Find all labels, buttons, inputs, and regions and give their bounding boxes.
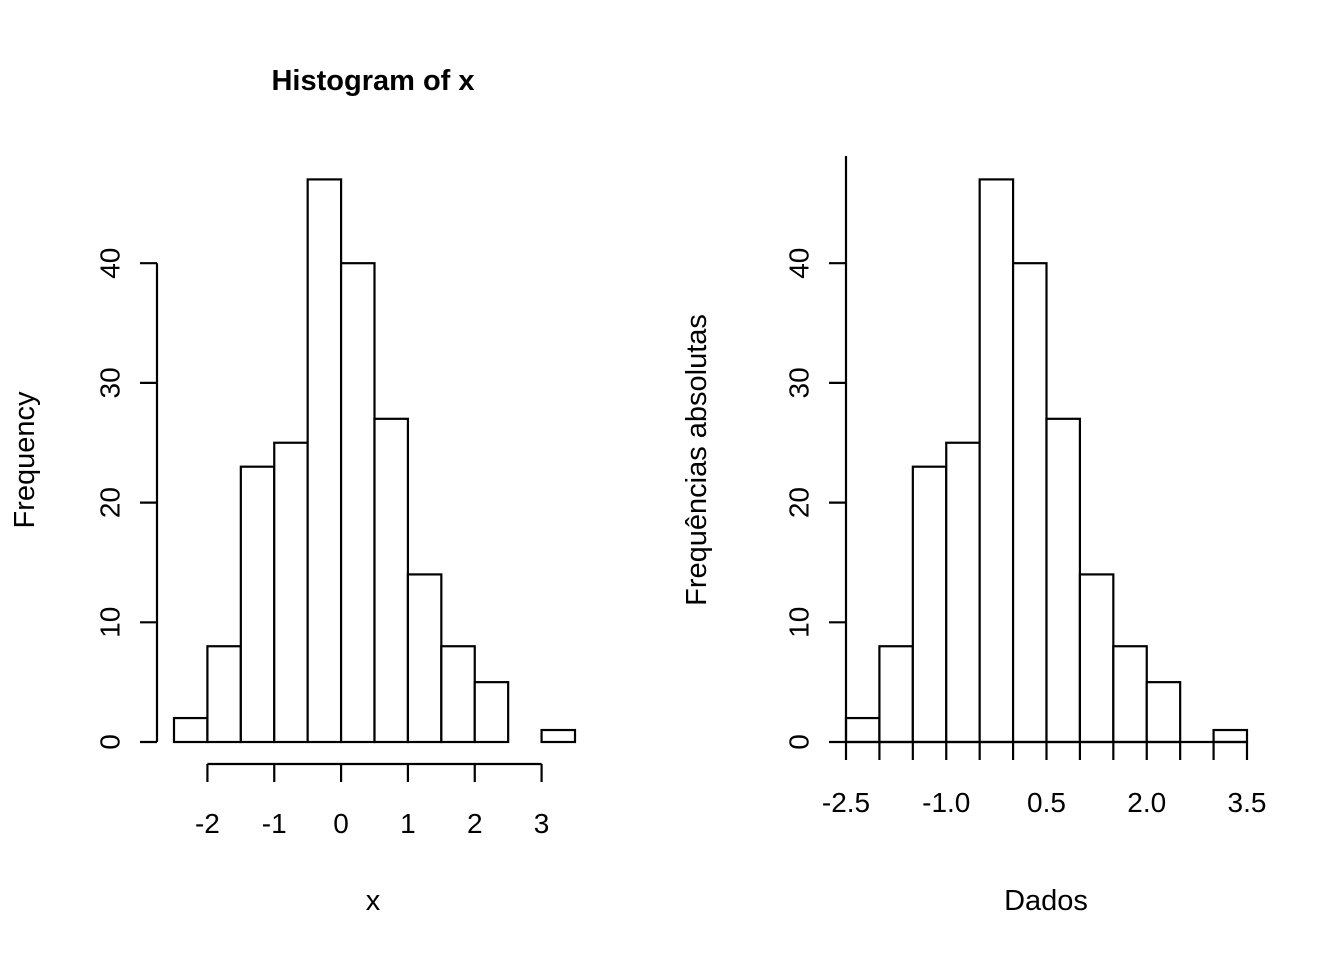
y-axis-label: Frequency — [9, 391, 41, 529]
x-axis-label: x — [366, 885, 381, 917]
histogram-bar-2 — [911, 465, 948, 744]
y-tick-label: 40 — [784, 248, 815, 279]
histogram-bar-6 — [373, 417, 410, 744]
chart-title: Histogram of x — [271, 65, 474, 97]
x-axis-label: Dados — [1004, 885, 1088, 917]
x-tick-label: -1 — [262, 808, 287, 839]
x-tick-label: 3 — [534, 808, 550, 839]
histogram-bar-5 — [1011, 262, 1048, 744]
y-tick-label: 10 — [784, 607, 815, 638]
y-tick-label: 30 — [784, 367, 815, 398]
x-tick-label: 0 — [333, 808, 349, 839]
histogram-bar-4 — [978, 178, 1015, 744]
histogram-bar-5 — [339, 262, 376, 744]
y-tick-label: 30 — [95, 367, 126, 398]
x-tick-label: -2.5 — [822, 787, 870, 818]
histogram-bar-0 — [172, 716, 209, 744]
y-tick-label: 20 — [95, 487, 126, 518]
histogram-bar-8 — [440, 645, 476, 744]
x-tick-label: 1 — [400, 808, 416, 839]
y-axis-label: Frequências absolutas — [681, 314, 713, 606]
axes: 0 10 20 30 40 -2.5 -1.0 0.5 2.0 3.5 — [784, 156, 1267, 818]
bars — [844, 178, 1249, 744]
histogram-bar-7 — [1078, 573, 1115, 744]
axes: 0 10 20 30 40 -2 -1 0 1 2 3 — [95, 248, 550, 839]
histogram-bar-3 — [945, 441, 981, 744]
x-tick-label: 3.5 — [1228, 787, 1267, 818]
histogram-bar-8 — [1112, 645, 1148, 744]
histogram-bar-1 — [206, 645, 242, 744]
histogram-bar-11 — [540, 728, 577, 744]
histogram-bar-4 — [306, 178, 343, 744]
histogram-bar-0 — [844, 716, 881, 744]
histogram-bar-9 — [1145, 681, 1182, 744]
x-tick-label: 0.5 — [1027, 787, 1066, 818]
histogram-bar-3 — [273, 441, 309, 744]
y-tick-label: 0 — [95, 734, 126, 750]
bars — [172, 178, 577, 744]
histogram-bar-11 — [1212, 728, 1249, 744]
x-tick-label: -2 — [195, 808, 220, 839]
histogram-bar-2 — [239, 465, 276, 744]
y-tick-label: 40 — [95, 248, 126, 279]
x-tick-label: 2.0 — [1127, 787, 1166, 818]
y-tick-label: 10 — [95, 607, 126, 638]
histogram-bar-6 — [1045, 417, 1082, 744]
histogram-right-panel: Dados Frequências absolutas 0 10 20 30 40 -2.… — [681, 156, 1266, 917]
histogram-bar-1 — [878, 645, 914, 744]
y-tick-label: 0 — [784, 734, 815, 750]
y-tick-label: 20 — [784, 487, 815, 518]
histogram-bar-7 — [406, 573, 443, 744]
histogram-bar-9 — [473, 681, 510, 744]
x-tick-label: 2 — [467, 808, 483, 839]
x-tick-label: -1.0 — [922, 787, 970, 818]
